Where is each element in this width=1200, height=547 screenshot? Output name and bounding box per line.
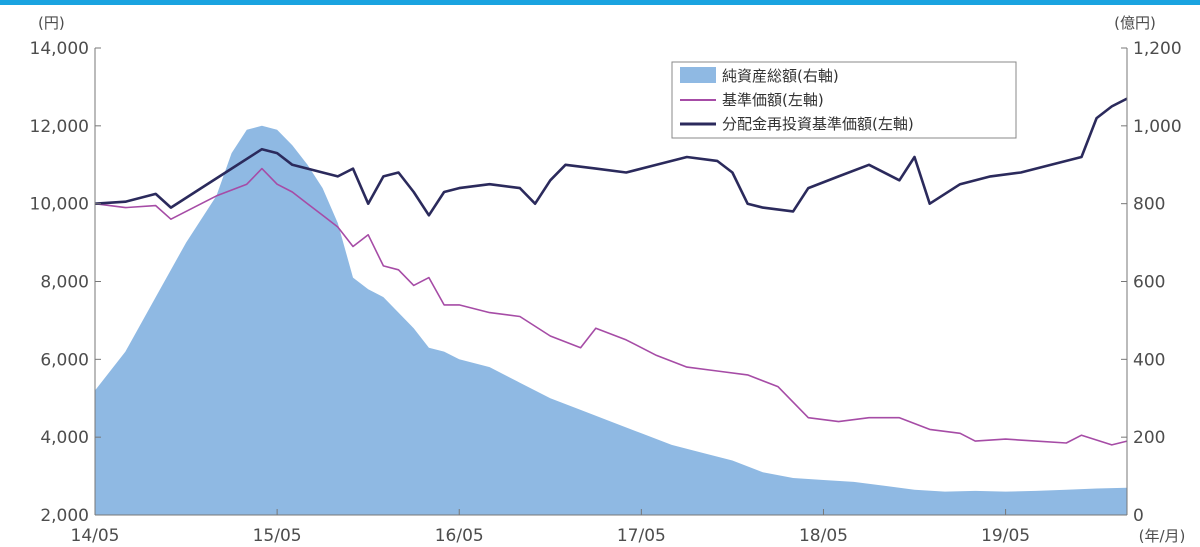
x-tick-label: 17/05 [617,526,666,546]
x-tick-label: 16/05 [435,526,484,546]
right-tick-label: 0 [1133,506,1144,526]
left-axis-unit: (円) [38,14,65,32]
right-tick-label: 1,000 [1133,117,1182,137]
series-line-reinvested [94,97,1128,217]
x-tick-label: 14/05 [71,526,120,546]
left-tick-label: 10,000 [30,195,89,215]
left-tick-label: 4,000 [40,428,89,448]
legend-box [671,61,1017,139]
left-tick-label: 12,000 [30,117,89,137]
legend-label-net-assets: 純資産総額(右軸) [722,67,839,85]
legend: 純資産総額(右軸) 基準価額(左軸) 分配金再投資基準価額(左軸) [671,61,1017,139]
right-axis-unit: (億円) [1114,14,1156,32]
right-tick-label: 600 [1133,273,1165,293]
right-tick-label: 400 [1133,350,1165,370]
x-tick-label: 15/05 [253,526,302,546]
series-layer [94,97,1128,516]
series-line-nav [94,167,1128,446]
legend-swatch-net-assets [680,67,716,83]
left-tick-label: 14,000 [30,39,89,59]
top-accent-bar [0,0,1200,5]
x-tick-label: 18/05 [799,526,848,546]
left-tick-label: 6,000 [40,350,89,370]
right-tick-label: 1,200 [1133,39,1182,59]
right-tick-label: 800 [1133,195,1165,215]
right-tick-label: 200 [1133,428,1165,448]
x-axis-unit: (年/月) [1139,527,1186,545]
legend-label-reinvested: 分配金再投資基準価額(左軸) [722,115,914,133]
x-tick-label: 19/05 [981,526,1030,546]
left-tick-label: 8,000 [40,273,89,293]
left-tick-label: 2,000 [40,506,89,526]
axes-layer [94,47,1128,516]
legend-label-nav: 基準価額(左軸) [722,91,824,109]
ticks-layer: 2,000 4,000 6,000 8,000 10,000 12,000 14,000 0 2… [30,39,1182,546]
series-area-net-assets [95,125,1127,516]
